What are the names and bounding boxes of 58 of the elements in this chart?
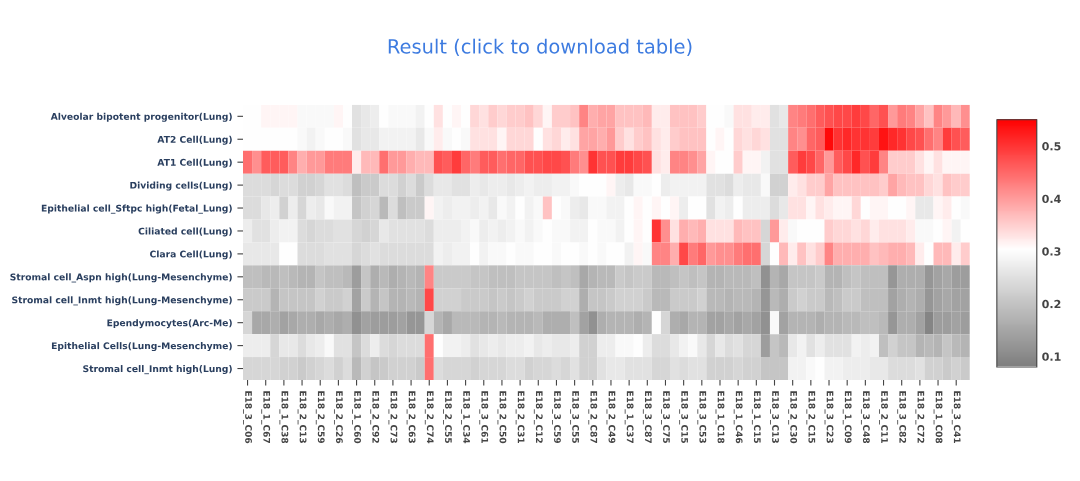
- x-tick-label: E18_3_C53: [697, 391, 707, 443]
- x-tick-label: E18_1_C46: [733, 391, 743, 444]
- x-tick-label: E18_2_C30: [788, 391, 798, 444]
- y-tick-label: Clara Cell(Lung): [150, 250, 232, 260]
- color-bar-label: 0.2: [1042, 299, 1061, 309]
- x-tick-label: E18_3_C87: [642, 391, 652, 443]
- x-tick-label: E18_3_C48: [860, 391, 870, 444]
- y-tick-label: AT2 Cell(Lung): [157, 135, 232, 145]
- x-tick-label: E18_1_C34: [461, 391, 471, 444]
- color-bar-label: 0.4: [1042, 194, 1061, 204]
- x-tick-label: E18_1_C18: [715, 391, 725, 444]
- x-tick-label: E18_2_C12: [533, 391, 543, 443]
- x-tick-label: E18_3_C15: [679, 391, 689, 443]
- y-tick-label: Stromal cell_Aspn high(Lung-Mesenchyme): [10, 273, 232, 283]
- y-tick-label: Stromal cell_Inmt high(Lung-Mesenchyme): [12, 296, 232, 306]
- x-tick-label: E18_1_C67: [261, 391, 271, 443]
- y-tick-label: Epithelial cell_Sftpc high(Fetal_Lung): [41, 204, 232, 214]
- y-tick-label: Dividing cells(Lung): [130, 181, 232, 191]
- x-tick-label: E18_3_C55: [570, 391, 580, 443]
- x-tick-label: E18_2_C31: [515, 391, 525, 444]
- x-tick-label: E18_3_C06: [243, 391, 252, 444]
- color-bar-label: 0.1: [1042, 352, 1061, 361]
- chart-title: Result (click to download table): [388, 38, 692, 57]
- x-tick-label: E18_2_C13: [297, 391, 307, 443]
- x-tick-label: E18_3_C41: [951, 391, 961, 444]
- x-tick-label: E18_2_C26: [333, 391, 343, 444]
- x-tick-label: E18_2_C74: [424, 391, 434, 444]
- x-tick-label: E18_2_C59: [315, 391, 325, 444]
- x-tick-label: E18_1_C37: [624, 391, 634, 443]
- x-tick-label: E18_2_C73: [388, 391, 398, 443]
- x-tick-label: E18_2_C87: [588, 391, 598, 443]
- x-tick-label: E18_2_C50: [497, 391, 507, 444]
- x-tick-label: E18_1_C38: [279, 391, 289, 444]
- x-tick-label: E18_1_C08: [933, 391, 943, 444]
- x-tick-label: E18_1_C09: [842, 391, 852, 444]
- y-tick-label: Ependymocytes(Arc-Me): [107, 319, 232, 329]
- color-bar-label: 0.5: [1042, 142, 1061, 151]
- color-bar-label: 0.3: [1042, 247, 1061, 256]
- x-tick-label: E18_2_C49: [606, 391, 616, 444]
- x-tick-label: E18_3_C75: [661, 391, 670, 443]
- x-tick-label: E18_2_C92: [370, 391, 380, 443]
- x-tick-label: E18_1_C15: [751, 391, 761, 443]
- x-tick-label: E18_3_C82: [897, 391, 907, 443]
- x-tick-label: E18_3_C13: [770, 391, 779, 443]
- x-tick-label: E18_1_C60: [352, 391, 361, 444]
- x-tick-label: E18_2_C63: [406, 391, 416, 443]
- x-tick-label: E18_3_C23: [824, 391, 834, 443]
- y-tick-label: Ciliated cell(Lung): [138, 227, 232, 237]
- x-tick-label: E18_2_C55: [443, 391, 452, 443]
- y-tick-label: Epithelial Cells(Lung-Mesenchyme): [51, 342, 232, 352]
- x-tick-label: E18_3_C59: [552, 391, 561, 444]
- y-tick-label: Stromal cell_Inmt high(Lung): [83, 365, 232, 375]
- y-tick-label: AT1 Cell(Lung): [157, 158, 232, 168]
- x-tick-label: E18_2_C11: [879, 391, 888, 444]
- x-tick-label: E18_3_C61: [479, 391, 489, 444]
- y-tick-label: Alveolar bipotent progenitor(Lung): [50, 112, 232, 122]
- x-tick-label: E18_2_C72: [915, 391, 925, 443]
- x-tick-label: E18_2_C15: [806, 391, 816, 443]
